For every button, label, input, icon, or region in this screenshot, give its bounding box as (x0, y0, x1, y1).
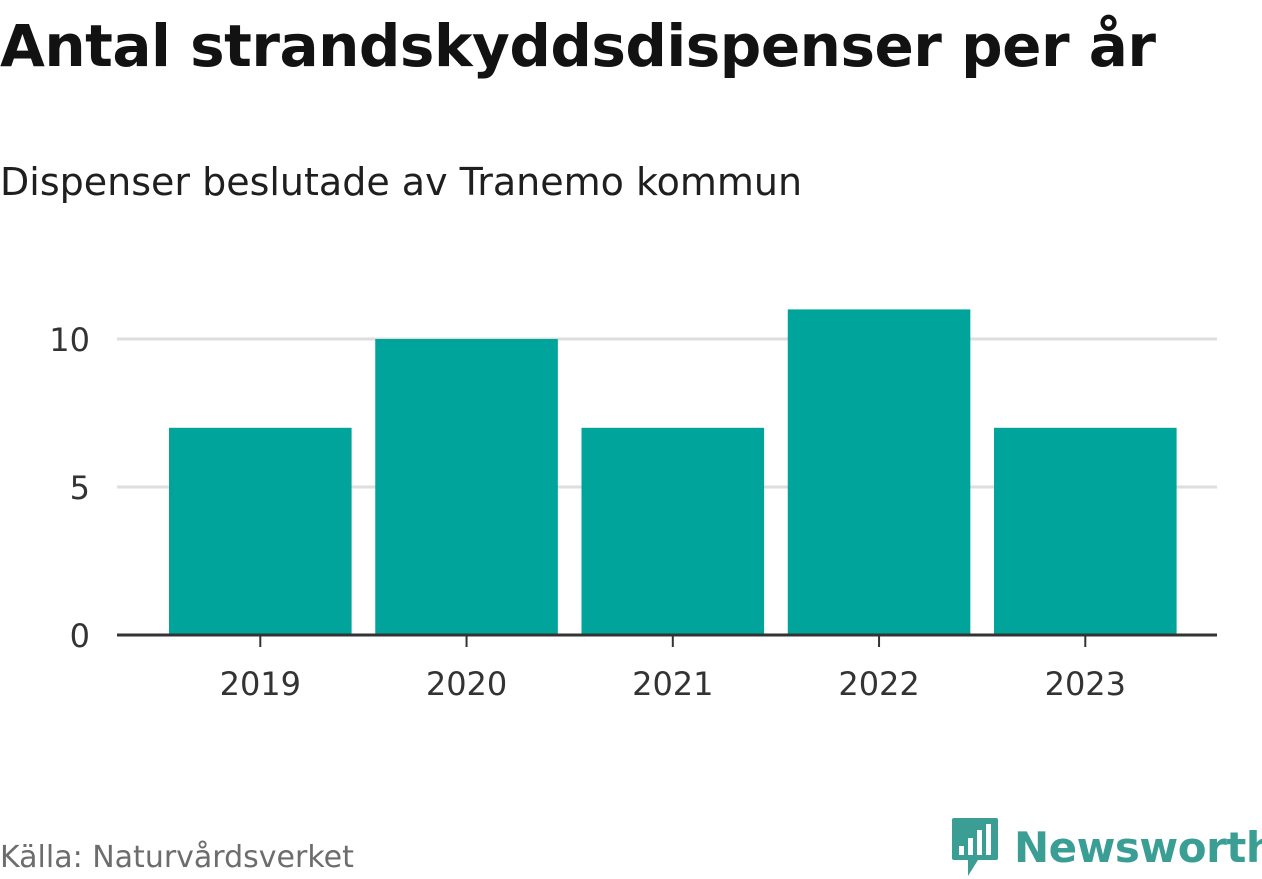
x-tick-label: 2020 (426, 665, 507, 703)
newsworthy-logo-icon (952, 818, 998, 876)
chart-subtitle: Dispenser beslutade av Tranemo kommun (0, 160, 803, 204)
x-tick-label: 2019 (220, 665, 301, 703)
bar-2021 (581, 427, 765, 635)
bar-2023 (994, 427, 1177, 635)
bar-2022 (787, 309, 971, 635)
x-tick-label: 2023 (1045, 665, 1126, 703)
bar-2019 (169, 427, 352, 635)
y-tick-label: 0 (70, 617, 90, 655)
y-tick-label: 5 (70, 469, 90, 507)
bar-2020 (375, 339, 558, 635)
x-tick-label: 2022 (838, 665, 919, 703)
y-tick-label: 10 (49, 321, 90, 359)
source-note: Källa: Naturvårdsverket (0, 840, 354, 875)
chart-title: Antal strandskyddsdispenser per år (0, 12, 1156, 80)
newsworthy-brand-name: Newsworthy (1014, 822, 1262, 872)
x-tick-label: 2021 (632, 665, 713, 703)
newsworthy-logo: Newsworthy (950, 816, 1262, 878)
